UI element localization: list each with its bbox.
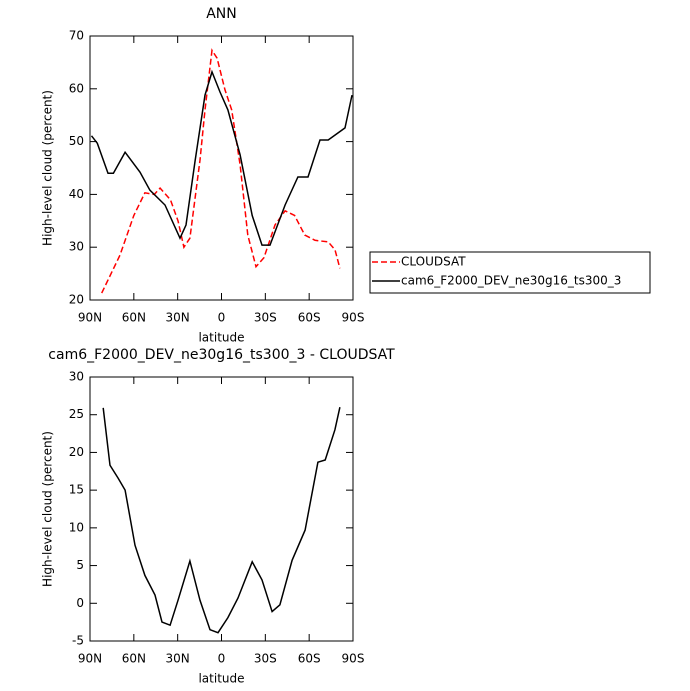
y-tick-label: 20 — [69, 445, 84, 459]
x-tick-label: 30N — [166, 652, 190, 666]
data-line — [90, 69, 353, 246]
x-tick-label: 0 — [218, 652, 226, 666]
y-axis-label: High-level cloud (percent) — [41, 90, 55, 246]
x-tick-label: 90S — [342, 652, 365, 666]
legend-label: CLOUDSAT — [401, 255, 466, 269]
plot-frame — [89, 376, 354, 642]
y-tick-label: 30 — [69, 240, 84, 254]
x-tick-label: 0 — [218, 311, 226, 325]
y-tick-label: 0 — [76, 596, 84, 610]
x-tick-label: 60N — [122, 311, 146, 325]
y-tick-label: 5 — [76, 558, 84, 572]
x-tick-label: 30N — [166, 311, 190, 325]
y-tick-label: 15 — [69, 483, 84, 497]
x-tick-label: 60S — [298, 311, 321, 325]
x-tick-label: 90N — [78, 311, 102, 325]
x-tick-label: 90N — [78, 652, 102, 666]
y-tick-label: 25 — [69, 407, 84, 421]
y-tick-label: -5 — [72, 634, 84, 648]
x-axis-label: latitude — [198, 672, 244, 686]
y-tick-label: 70 — [69, 29, 84, 43]
y-tick-label: 20 — [69, 293, 84, 307]
chart-title: cam6_F2000_DEV_ne30g16_ts300_3 - CLOUDSA… — [48, 347, 395, 363]
y-tick-label: 10 — [69, 520, 84, 534]
y-tick-label: 60 — [69, 81, 84, 95]
x-tick-label: 90S — [342, 311, 365, 325]
legend-label: cam6_F2000_DEV_ne30g16_ts300_3 — [401, 274, 621, 288]
y-axis-label: High-level cloud (percent) — [41, 431, 55, 587]
y-tick-label: 40 — [69, 187, 84, 201]
data-line — [101, 48, 341, 294]
x-tick-label: 60N — [122, 652, 146, 666]
x-axis-label: latitude — [198, 331, 244, 345]
y-tick-label: 50 — [69, 134, 84, 148]
y-tick-label: 30 — [69, 370, 84, 384]
x-tick-label: 30S — [254, 652, 277, 666]
legend-box — [369, 251, 651, 294]
x-tick-label: 60S — [298, 652, 321, 666]
legend: CLOUDSAT cam6_F2000_DEV_ne30g16_ts300_3 — [369, 251, 651, 294]
x-tick-label: 30S — [254, 311, 277, 325]
data-line — [102, 407, 341, 634]
chart-title: ANN — [206, 6, 237, 22]
